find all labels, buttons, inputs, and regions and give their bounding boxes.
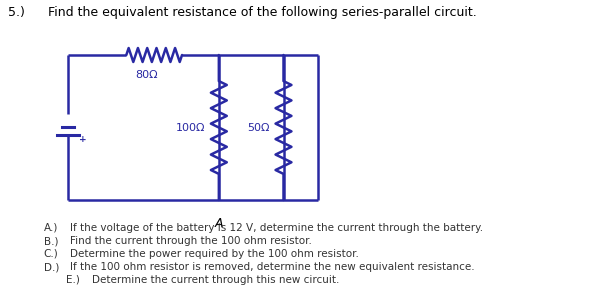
Text: B.): B.) <box>44 236 58 246</box>
Text: 80Ω: 80Ω <box>135 70 158 80</box>
Text: D.): D.) <box>44 262 59 272</box>
Text: 50Ω: 50Ω <box>247 122 270 133</box>
Text: Determine the current through this new circuit.: Determine the current through this new c… <box>92 275 339 285</box>
Text: E.): E.) <box>66 275 80 285</box>
Text: A: A <box>214 217 223 230</box>
Text: 100Ω: 100Ω <box>176 122 205 133</box>
Text: C.): C.) <box>44 249 59 259</box>
Text: A.): A.) <box>44 223 58 233</box>
Text: If the voltage of the battery is 12 V, determine the current through the battery: If the voltage of the battery is 12 V, d… <box>69 223 483 233</box>
Text: Find the current through the 100 ohm resistor.: Find the current through the 100 ohm res… <box>69 236 311 246</box>
Text: Find the equivalent resistance of the following series-parallel circuit.: Find the equivalent resistance of the fo… <box>48 6 476 19</box>
Text: Determine the power required by the 100 ohm resistor.: Determine the power required by the 100 … <box>69 249 359 259</box>
Text: 5.): 5.) <box>8 6 25 19</box>
Text: +: + <box>78 135 86 144</box>
Text: If the 100 ohm resistor is removed, determine the new equivalent resistance.: If the 100 ohm resistor is removed, dete… <box>69 262 474 272</box>
